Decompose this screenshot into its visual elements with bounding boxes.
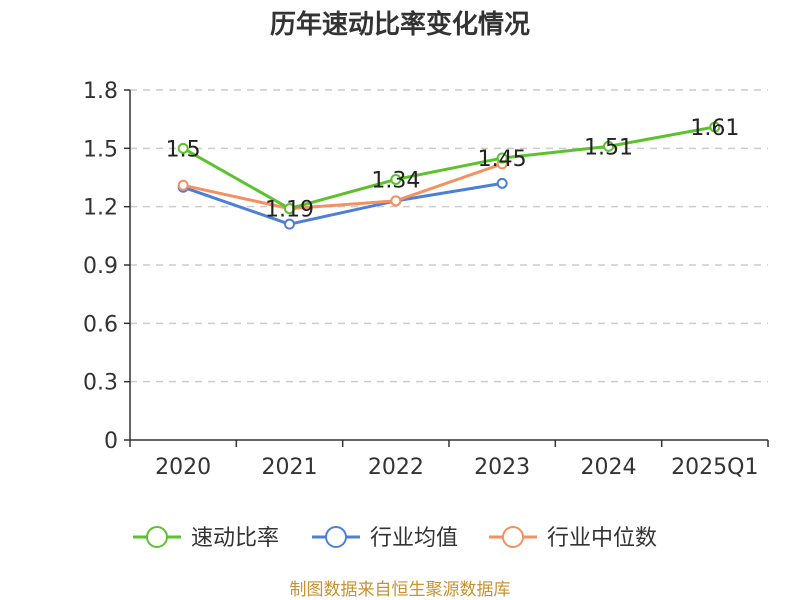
series-point xyxy=(390,173,402,185)
x-tick-label: 2022 xyxy=(368,455,424,480)
chart-title: 历年速动比率变化情况 xyxy=(270,9,530,40)
series-point xyxy=(177,179,189,191)
x-tick-label: 2021 xyxy=(262,455,318,480)
y-tick-label: 0.6 xyxy=(83,312,118,337)
source-note: 制图数据来自恒生聚源数据库 xyxy=(290,580,511,600)
series-lines xyxy=(177,121,721,230)
series-line-2 xyxy=(182,162,503,211)
legend-marker-circle xyxy=(146,526,168,548)
series-line-1 xyxy=(182,181,503,226)
x-tick-label: 2024 xyxy=(581,455,637,480)
data-label: 1.61 xyxy=(690,116,739,141)
data-label: 1.45 xyxy=(478,147,527,172)
axes: 0 0.3 0.6 0.9 1.2 1.5 1.8 2020 2021 2022 2023 2024 2… xyxy=(83,79,769,480)
series-point xyxy=(390,195,402,207)
y-tick-label: 0.3 xyxy=(83,371,118,396)
series-point xyxy=(284,218,295,230)
data-label: 1.51 xyxy=(584,135,633,160)
series-line-0 xyxy=(182,125,716,211)
x-tick-label: 2025Q1 xyxy=(671,455,758,480)
legend: 速动比率 行业均值 行业中位数 xyxy=(133,526,657,551)
legend-label-1: 行业均值 xyxy=(370,526,458,551)
series-point xyxy=(284,203,295,215)
legend-label-0: 速动比率 xyxy=(191,526,279,551)
y-tick-label: 1.5 xyxy=(83,137,118,162)
legend-marker-circle xyxy=(502,526,524,548)
x-tick-label: 2020 xyxy=(155,455,211,480)
y-tick-label: 1.8 xyxy=(83,79,118,104)
series-point xyxy=(603,140,614,152)
legend-label-2: 行业中位数 xyxy=(547,526,657,551)
data-label: 1.34 xyxy=(371,168,420,193)
y-tick-label: 0 xyxy=(104,429,118,454)
data-labels: 1.5 1.19 1.34 1.45 1.51 1.61 xyxy=(166,116,740,223)
series-point xyxy=(496,177,508,189)
data-label: 1.5 xyxy=(166,137,201,162)
data-label: 1.19 xyxy=(265,198,314,223)
x-tick-label: 2023 xyxy=(474,455,530,480)
series-point xyxy=(496,152,508,164)
y-tick-label: 1.2 xyxy=(83,196,118,221)
series-point xyxy=(709,121,721,133)
legend-marker-circle xyxy=(325,526,347,548)
series-point xyxy=(177,142,189,154)
y-tick-label: 0.9 xyxy=(83,254,118,279)
